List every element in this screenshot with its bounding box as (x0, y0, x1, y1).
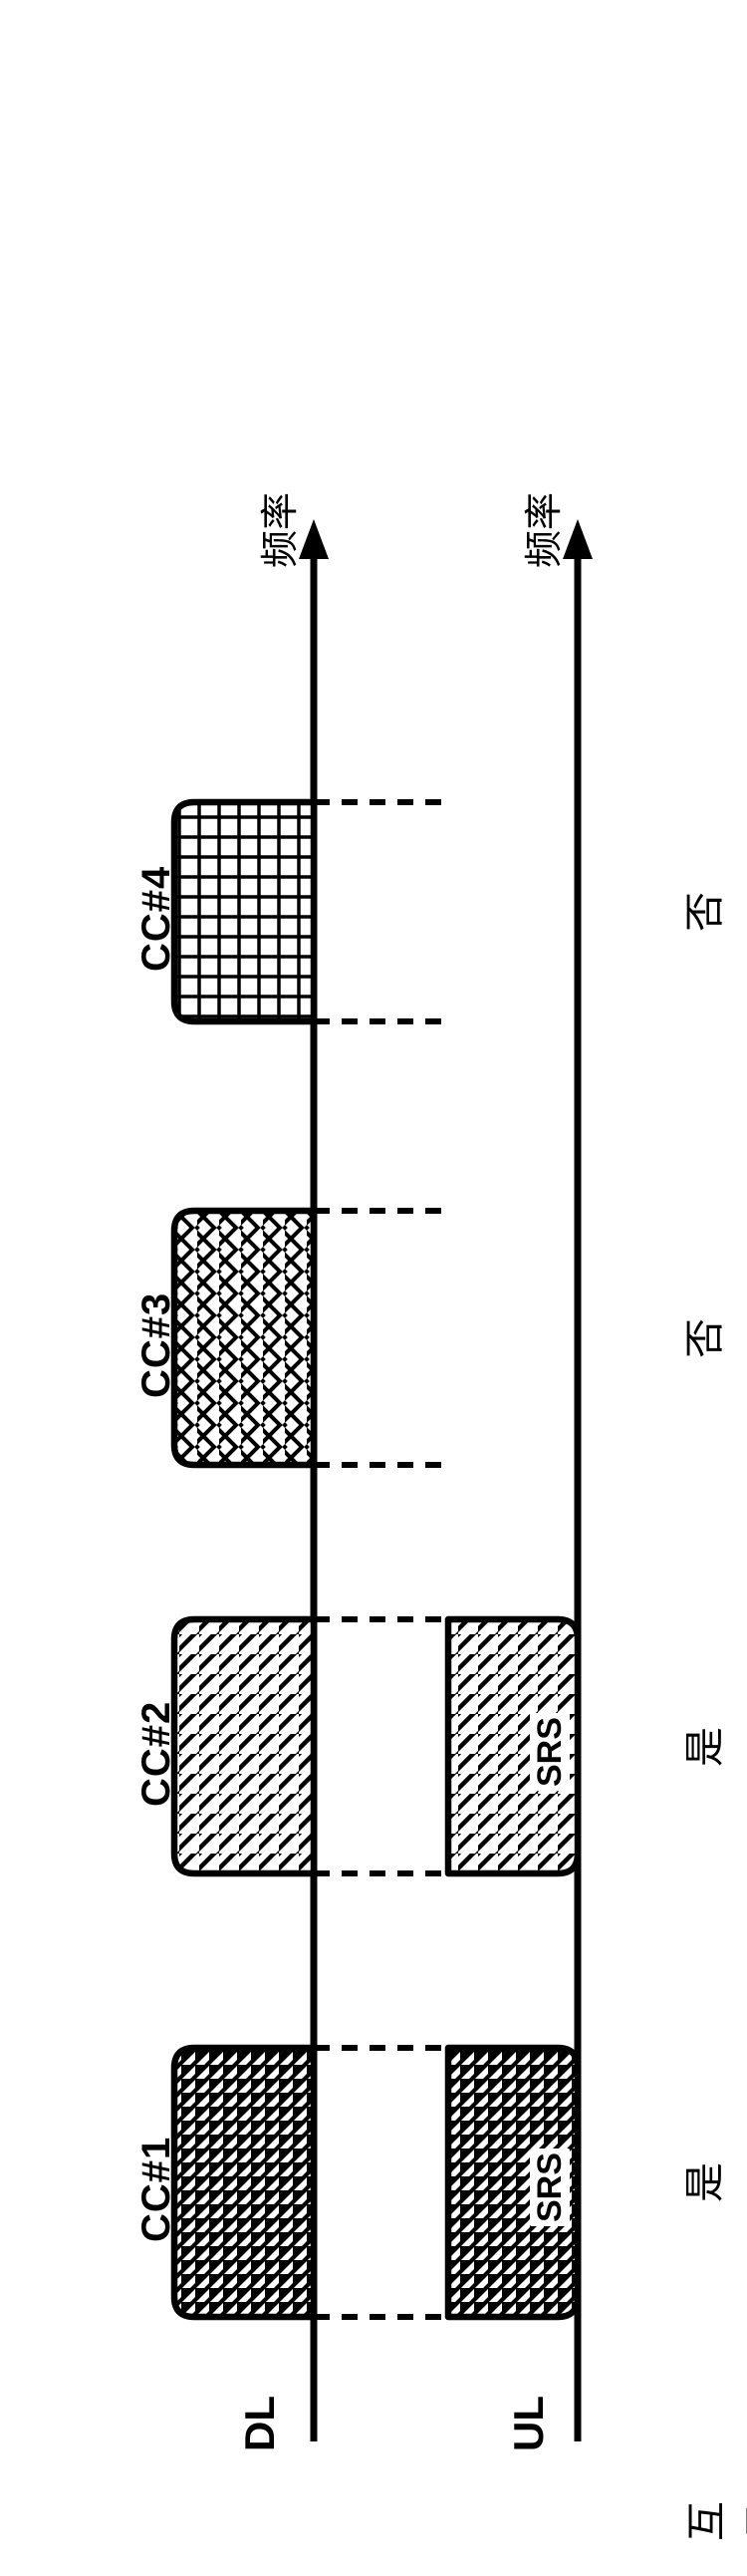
label-cc4: CC#4 (134, 866, 179, 972)
dl-box-cc2 (174, 1619, 314, 1873)
reciprocity-cc3: 否 (672, 1318, 730, 1358)
diagram-root: CC#1CC#2CC#3CC#4DLUL频率频率SRSSRS是是否否互易性 (0, 0, 747, 2576)
dl-box-cc1 (174, 2048, 314, 2317)
label-cc2: CC#2 (134, 1700, 179, 1806)
reciprocity-cc1: 是 (672, 2162, 730, 2202)
label-cc1: CC#1 (134, 2137, 179, 2242)
srs-chip-cc2: SRS (530, 1713, 570, 1791)
ul-freq-label: 频率 (513, 492, 568, 568)
dl-label: DL (236, 2396, 284, 2451)
dl-box-cc4 (174, 802, 314, 1021)
reciprocity-cc2: 是 (672, 1727, 730, 1767)
srs-chip-cc1: SRS (530, 2148, 570, 2226)
srs-cc1: SRS (531, 2148, 570, 2226)
label-cc3: CC#3 (134, 1291, 179, 1397)
ul-label: UL (505, 2396, 553, 2451)
dl-box-cc3 (174, 1211, 314, 1465)
reciprocity-label: 互易性 (674, 2468, 747, 2541)
reciprocity-cc4: 否 (672, 892, 730, 932)
svg-canvas (0, 0, 747, 2576)
srs-cc2: SRS (531, 1713, 570, 1791)
dl-freq-label: 频率 (249, 492, 304, 568)
